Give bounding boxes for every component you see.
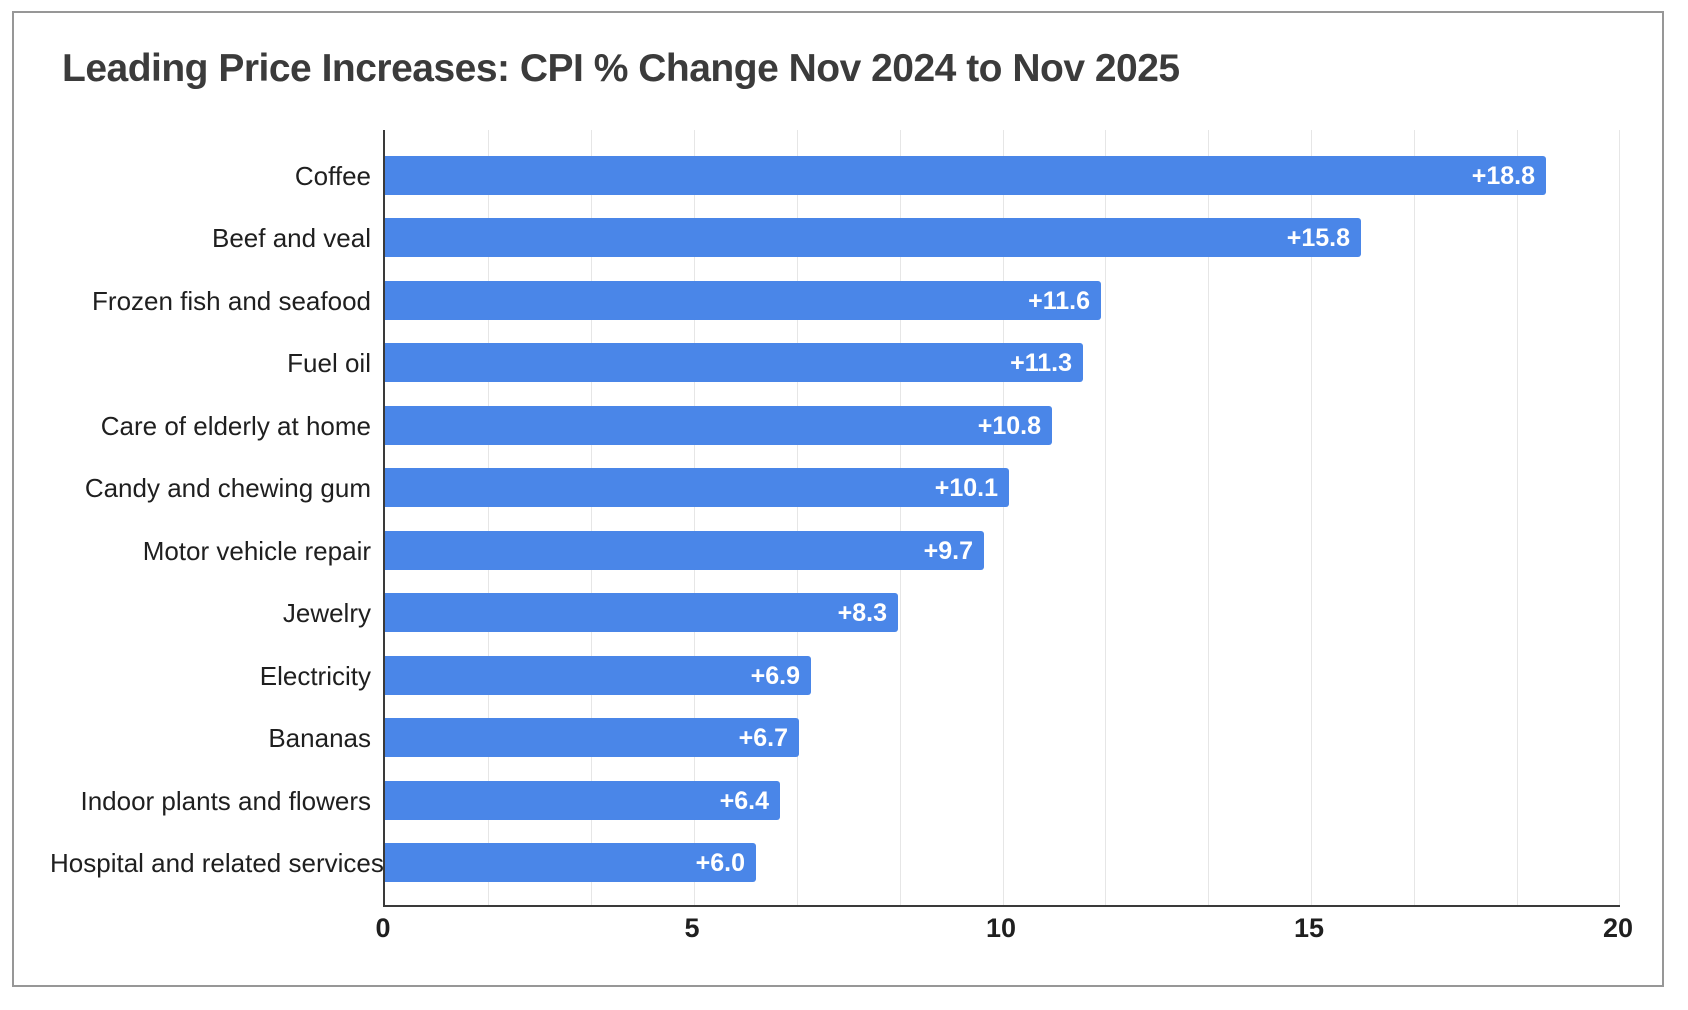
bar: +11.3 xyxy=(385,343,1083,382)
bar: +9.7 xyxy=(385,531,984,570)
bar-value-label: +15.8 xyxy=(1286,224,1350,252)
gridline xyxy=(900,130,901,905)
category-label: Fuel oil xyxy=(287,348,371,378)
bar-value-label: +10.8 xyxy=(977,412,1041,440)
gridline xyxy=(1208,130,1209,905)
category-label: Motor vehicle repair xyxy=(142,536,371,566)
category-axis: Coffee Beef and veal Frozen fish and seafo… xyxy=(50,130,384,905)
gridline xyxy=(1619,130,1620,905)
gridline xyxy=(797,130,798,905)
x-tick-label: 20 xyxy=(1602,913,1634,943)
bar-value-label: +6.0 xyxy=(695,849,745,877)
bar-value-label: +11.3 xyxy=(1010,349,1072,377)
plot-area: +18.8 +15.8 +11.6 +11.3 +10.8 +10.1 +9.7 +8.3 +6… xyxy=(383,130,1620,907)
bar-value-label: +10.1 xyxy=(934,474,998,502)
x-tick-label: 15 xyxy=(1293,913,1325,943)
category-label: Frozen fish and seafood xyxy=(92,286,371,316)
bar-value-label: +8.3 xyxy=(837,599,887,627)
bar-value-label: +6.7 xyxy=(738,724,788,752)
category-label: Beef and veal xyxy=(211,223,371,253)
bar-value-label: +6.9 xyxy=(750,662,800,690)
bar-value-label: +6.4 xyxy=(719,787,769,815)
bar: +10.8 xyxy=(385,406,1052,445)
bar: +6.7 xyxy=(385,718,799,757)
category-label: Jewelry xyxy=(282,598,371,628)
gridline xyxy=(694,130,695,905)
bar: +10.1 xyxy=(385,468,1009,507)
x-tick-label: 5 xyxy=(684,913,700,943)
chart-title: Leading Price Increases: CPI % Change No… xyxy=(62,47,1180,90)
bar-value-label: +9.7 xyxy=(923,537,973,565)
gridline xyxy=(1105,130,1106,905)
category-label: Candy and chewing gum xyxy=(84,473,371,503)
bar: +11.6 xyxy=(385,281,1101,320)
gridline xyxy=(1517,130,1518,905)
bar-value-label: +11.6 xyxy=(1028,287,1090,315)
bar: +8.3 xyxy=(385,593,898,632)
bar: +15.8 xyxy=(385,218,1361,257)
x-tick-label: 0 xyxy=(375,913,391,943)
gridline xyxy=(591,130,592,905)
bar: +6.0 xyxy=(385,843,756,882)
gridline xyxy=(488,130,489,905)
gridline xyxy=(1311,130,1312,905)
category-label: Coffee xyxy=(294,161,371,191)
category-label: Care of elderly at home xyxy=(100,411,371,441)
value-axis: 0 5 10 15 20 xyxy=(0,912,1688,952)
bar: +18.8 xyxy=(385,156,1546,195)
x-tick-label: 10 xyxy=(985,913,1017,943)
category-label: Bananas xyxy=(268,723,371,753)
bar: +6.4 xyxy=(385,781,780,820)
bar-value-label: +18.8 xyxy=(1471,162,1535,190)
category-label: Electricity xyxy=(259,661,371,691)
category-label: Indoor plants and flowers xyxy=(80,786,371,816)
gridline xyxy=(1003,130,1004,905)
bar: +6.9 xyxy=(385,656,811,695)
category-label: Hospital and related services xyxy=(50,848,384,878)
gridline xyxy=(1414,130,1415,905)
